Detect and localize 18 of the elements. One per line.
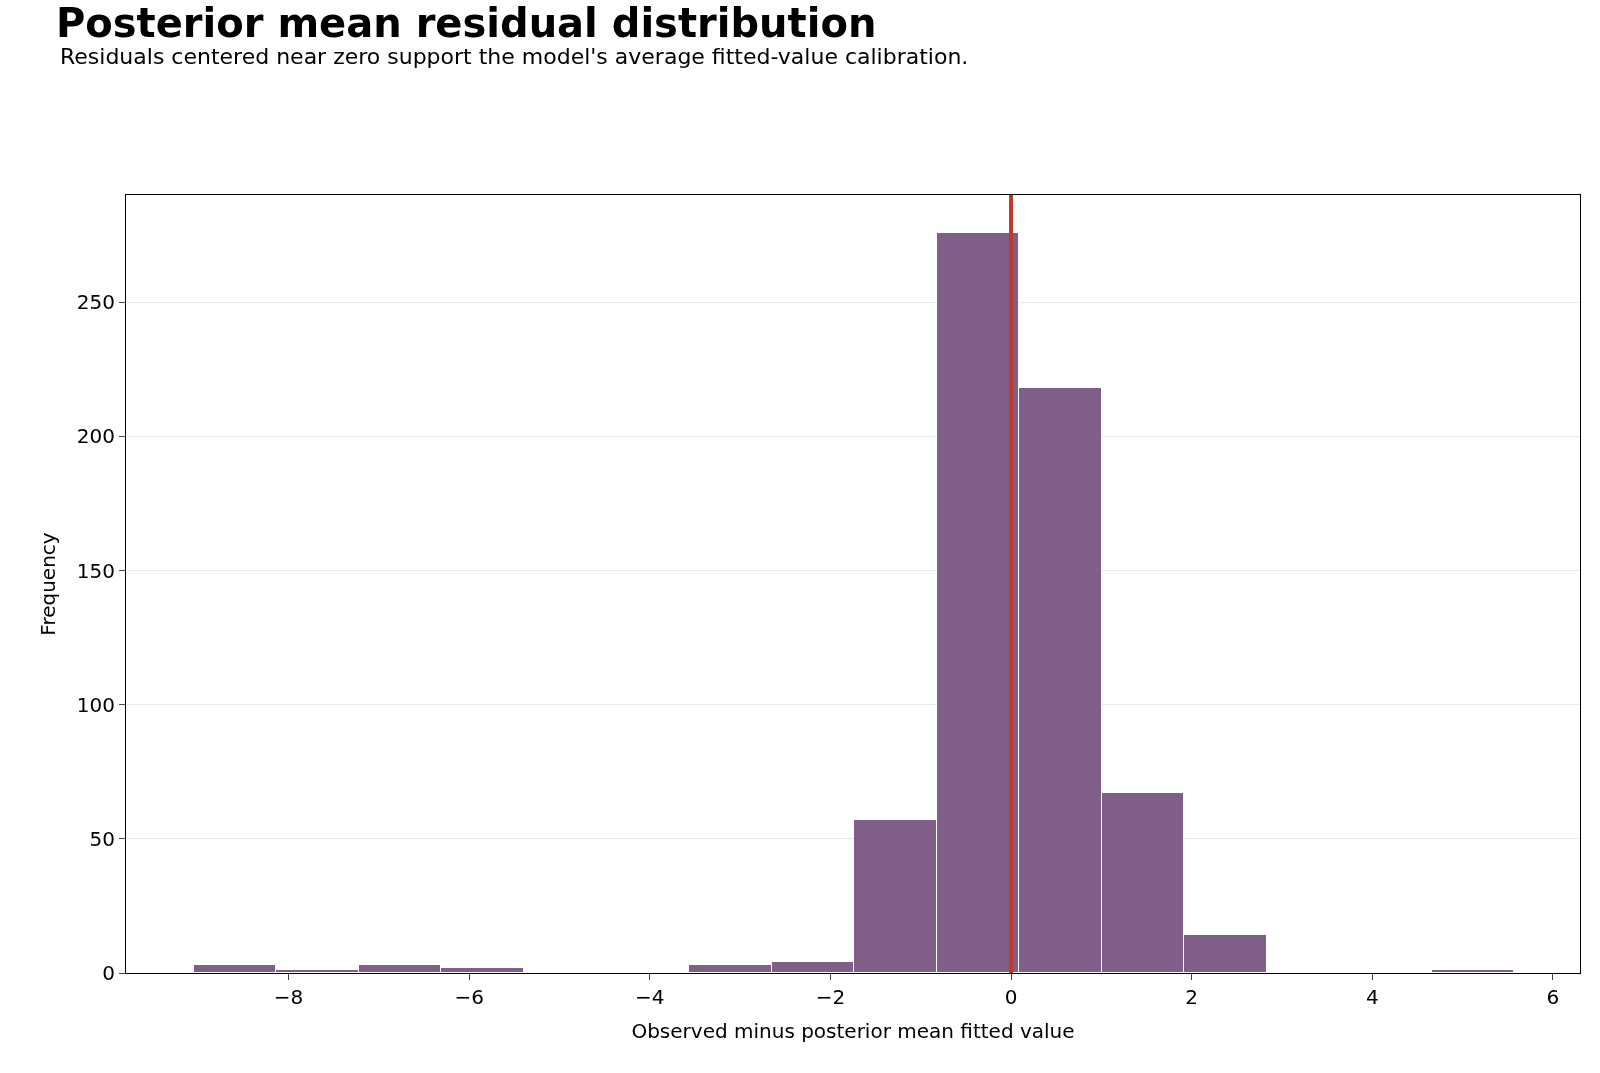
- x-tick-label: −2: [815, 985, 846, 1009]
- y-tick-label: 100: [76, 692, 115, 717]
- chart-subtitle: Residuals centered near zero support the model's average fitted-value calibration.: [60, 44, 969, 69]
- y-axis-title: Frequency: [36, 532, 61, 636]
- x-tick-label: 6: [1546, 985, 1560, 1009]
- y-tick-label: 0: [102, 961, 115, 985]
- x-tick-label: −6: [454, 985, 484, 1009]
- x-tick-label: −4: [635, 985, 665, 1009]
- x-tick-label: 2: [1185, 985, 1199, 1009]
- x-tick-label: 4: [1365, 985, 1379, 1009]
- y-tick-label: 200: [76, 424, 115, 449]
- x-tick-label: 0: [1004, 985, 1018, 1009]
- x-tick-label: −8: [273, 985, 304, 1009]
- y-tick-label: 50: [89, 826, 115, 851]
- y-tick-label: 150: [76, 558, 115, 583]
- chart-title: Posterior mean residual distribution: [56, 0, 877, 46]
- y-tick-label: 250: [76, 290, 115, 315]
- x-axis-title: Observed minus posterior mean fitted value: [631, 1018, 1075, 1043]
